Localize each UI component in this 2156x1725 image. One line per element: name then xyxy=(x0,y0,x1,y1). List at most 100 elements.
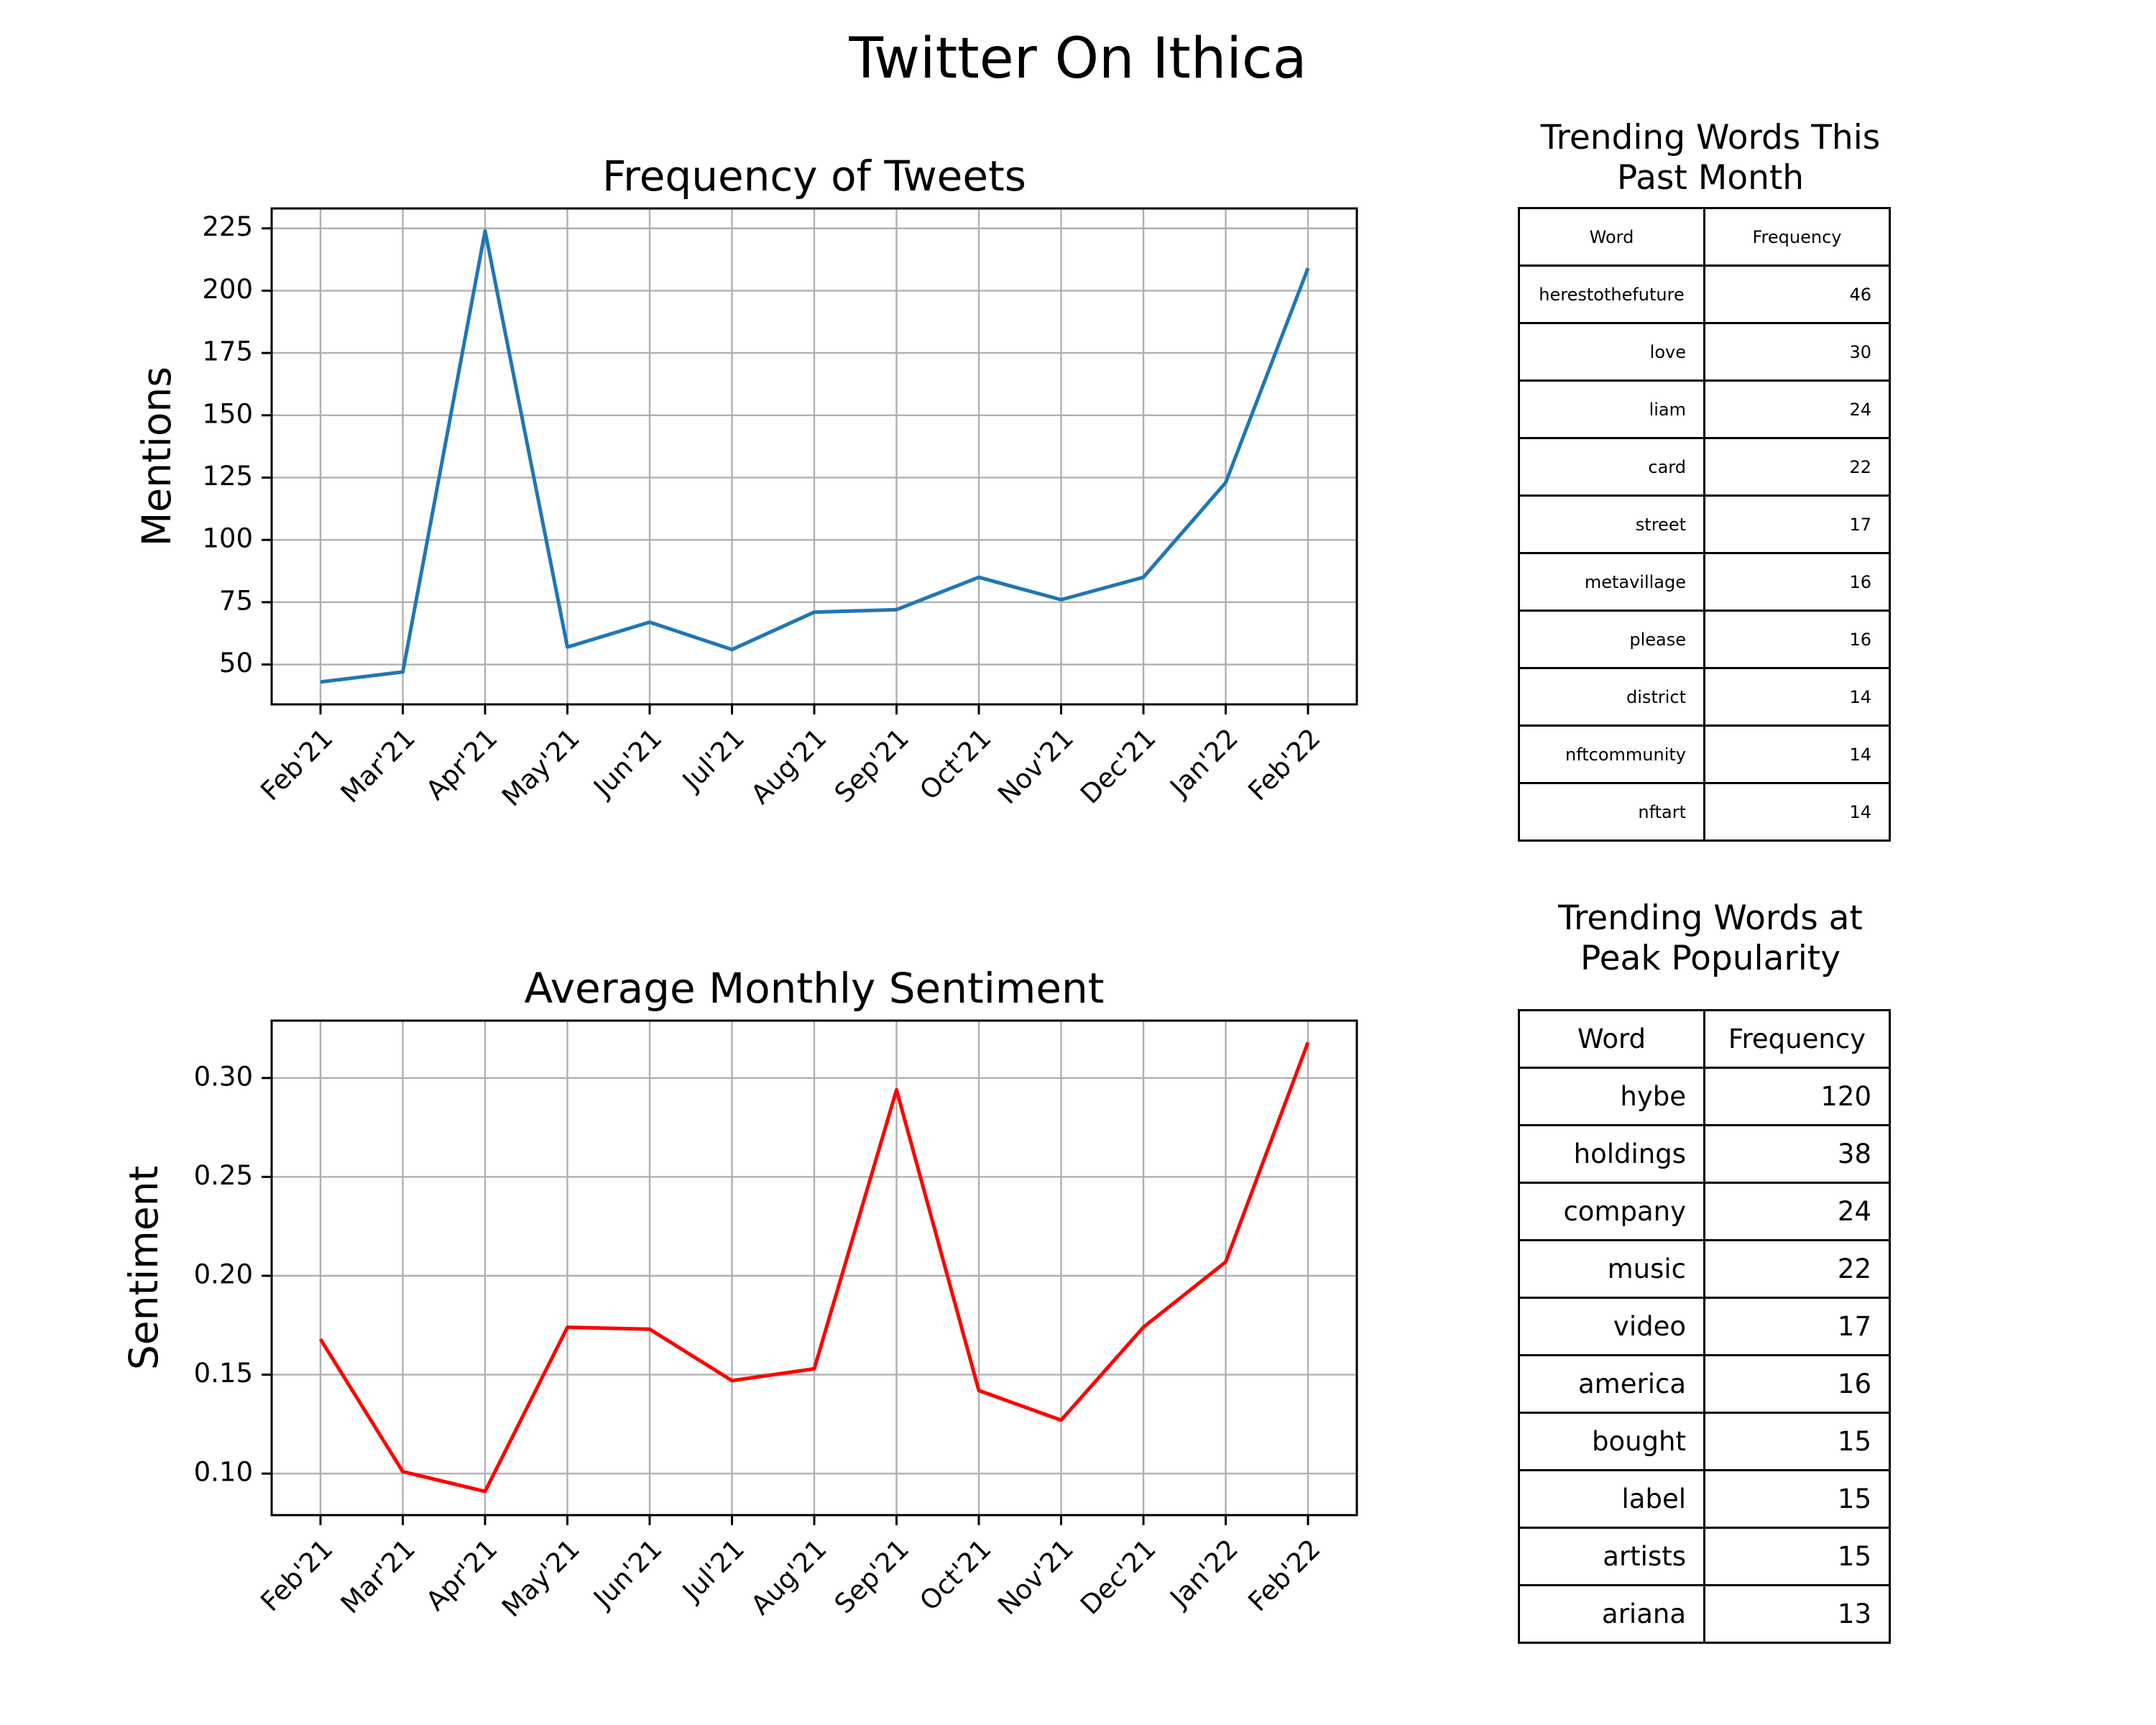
y-tick-label: 0.30 xyxy=(194,1061,253,1092)
table-cell-word: company xyxy=(1518,1182,1705,1241)
data-point xyxy=(565,1325,569,1330)
table-row: america 16 xyxy=(1518,1354,1891,1414)
table-row: label 15 xyxy=(1518,1469,1891,1529)
data-point xyxy=(977,575,981,579)
x-tick-label: May'21 xyxy=(496,1533,586,1623)
y-tick-label: 100 xyxy=(202,523,253,554)
table-cell-word: herestothefuture xyxy=(1518,264,1705,324)
data-point xyxy=(400,670,405,674)
y-tick-label: 150 xyxy=(202,398,253,429)
table-row: artists 15 xyxy=(1518,1527,1891,1586)
table-cell-frequency: 17 xyxy=(1703,1297,1891,1356)
x-tick-label: Feb'21 xyxy=(254,722,338,806)
table-cell-word: love xyxy=(1518,322,1705,382)
x-tick-label: Oct'21 xyxy=(913,722,997,806)
y-axis-label: Sentiment xyxy=(121,1166,167,1370)
trending-words-peak-table: Word Frequency hybe 120 holdings 38 comp… xyxy=(1518,1009,1891,1644)
data-point xyxy=(1059,1418,1064,1422)
table-row: holdings 38 xyxy=(1518,1124,1891,1184)
trending-words-past-month-table: Word Frequency herestothefuture 46 love … xyxy=(1518,207,1891,842)
table-row: please 16 xyxy=(1518,610,1891,669)
data-point xyxy=(895,1087,899,1092)
table-cell-frequency: 38 xyxy=(1703,1124,1891,1184)
data-point xyxy=(729,1379,734,1383)
table-row: music 22 xyxy=(1518,1239,1891,1299)
table-cell-frequency: 14 xyxy=(1703,782,1891,842)
table-row: street 17 xyxy=(1518,494,1891,554)
table-cell-word: hybe xyxy=(1518,1067,1705,1126)
series-line-tweets xyxy=(320,229,1310,684)
x-tick-label: Aug'21 xyxy=(745,722,833,810)
data-point xyxy=(318,680,323,684)
table-cell-word: card xyxy=(1518,437,1705,497)
chart-title: Average Monthly Sentiment xyxy=(524,964,1104,1013)
data-point xyxy=(812,1366,816,1371)
table-cell-frequency: 24 xyxy=(1703,380,1891,439)
table-cell-frequency: 16 xyxy=(1703,1354,1891,1414)
data-point xyxy=(729,648,734,652)
table-row: district 14 xyxy=(1518,667,1891,727)
y-tick-label: 125 xyxy=(202,461,253,492)
x-tick-label: Apr'21 xyxy=(420,1533,503,1616)
table-title-peak-popularity-line-1: Trending Words at xyxy=(1558,898,1863,938)
table-header-row: Word Frequency xyxy=(1518,207,1891,267)
table-row: metavillage 16 xyxy=(1518,552,1891,612)
table-cell-word: nftcommunity xyxy=(1518,724,1705,784)
column-header-frequency: Frequency xyxy=(1703,1009,1891,1069)
y-tick-label: 75 xyxy=(219,585,253,616)
data-point xyxy=(1141,1325,1146,1330)
table-row: company 24 xyxy=(1518,1182,1891,1241)
x-tick-label: Nov'21 xyxy=(992,722,1079,810)
y-axis-label: Mentions xyxy=(134,367,180,546)
table-title-past-month-line-1: Trending Words This xyxy=(1540,118,1881,157)
table-row: nftcommunity 14 xyxy=(1518,724,1891,784)
table-cell-frequency: 16 xyxy=(1703,610,1891,669)
x-tick-label: Mar'21 xyxy=(335,722,421,809)
x-tick-label: May'21 xyxy=(496,722,586,812)
x-tick-label: Jan'22 xyxy=(1164,1533,1245,1614)
table-title-peak-popularity: Trending Words at Peak Popularity xyxy=(1459,898,1962,979)
data-point xyxy=(977,1389,981,1393)
data-point xyxy=(648,1327,652,1331)
table-cell-word: nftart xyxy=(1518,782,1705,842)
data-point xyxy=(1141,575,1146,579)
x-tick-label: Jul'21 xyxy=(676,1533,750,1608)
table-row: card 22 xyxy=(1518,437,1891,497)
table-cell-word: please xyxy=(1518,610,1705,669)
x-tick-label: Jun'21 xyxy=(586,722,668,804)
table-cell-frequency: 15 xyxy=(1703,1412,1891,1471)
table-cell-word: ariana xyxy=(1518,1584,1705,1644)
table-cell-frequency: 24 xyxy=(1703,1182,1891,1241)
table-row: herestothefuture 46 xyxy=(1518,264,1891,324)
data-point xyxy=(1059,597,1064,602)
x-tick-label: Jan'22 xyxy=(1164,722,1245,804)
data-point xyxy=(318,1337,323,1341)
data-point xyxy=(483,1489,487,1494)
x-tick-label: Dec'21 xyxy=(1074,722,1162,810)
table-cell-word: label xyxy=(1518,1469,1705,1529)
data-point xyxy=(1224,480,1228,484)
y-tick-label: 50 xyxy=(219,648,253,678)
y-tick-label: 200 xyxy=(202,274,253,305)
x-tick-label: Nov'21 xyxy=(992,1533,1079,1621)
series-line-sentiment xyxy=(318,1041,1310,1494)
table-cell-word: music xyxy=(1518,1239,1705,1299)
x-tick-label: Feb'22 xyxy=(1242,1533,1326,1617)
x-tick-label: Feb'22 xyxy=(1242,722,1326,806)
y-tick-label: 0.10 xyxy=(194,1457,253,1488)
data-point xyxy=(565,645,569,649)
table-cell-frequency: 13 xyxy=(1703,1584,1891,1644)
y-tick-label: 0.15 xyxy=(194,1358,253,1389)
x-tick-label: Jun'21 xyxy=(586,1533,668,1614)
table-cell-frequency: 15 xyxy=(1703,1527,1891,1586)
data-point xyxy=(1306,1040,1310,1044)
table-row: nftart 14 xyxy=(1518,782,1891,842)
x-tick-label: Apr'21 xyxy=(420,722,503,806)
x-tick-label: Sep'21 xyxy=(829,722,915,809)
figure-title: Twitter On Ithica xyxy=(849,27,1307,91)
x-tick-label: Jul'21 xyxy=(676,722,750,797)
table-cell-word: video xyxy=(1518,1297,1705,1356)
table-title-past-month: Trending Words This Past Month xyxy=(1459,118,1962,198)
table-cell-frequency: 46 xyxy=(1703,264,1891,324)
